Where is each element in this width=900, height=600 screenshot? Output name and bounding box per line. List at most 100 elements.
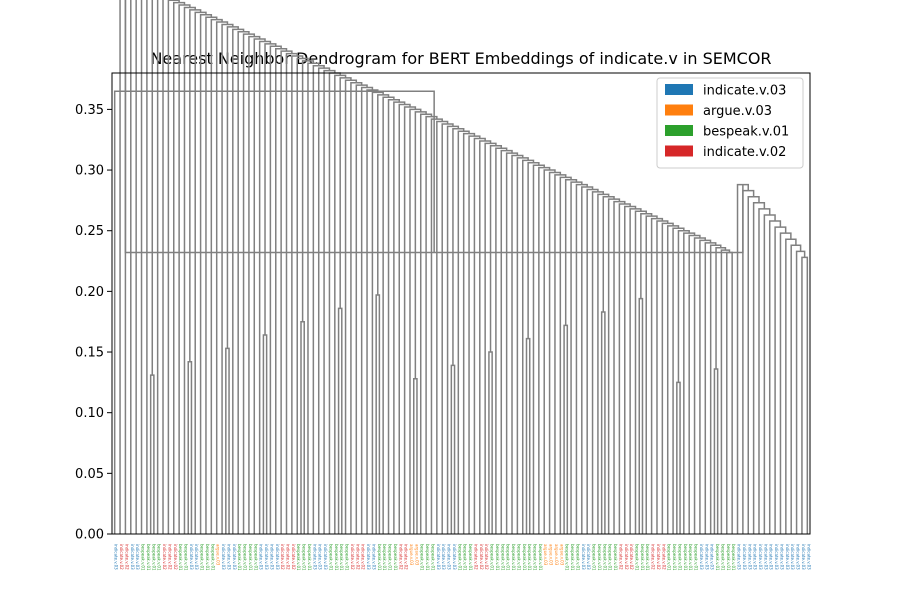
dendrogram-link: [801, 256, 809, 534]
y-axis: 0.00 0.05 0.10 0.15 0.20 0.25 0.30 0.35: [75, 103, 112, 543]
leaf-label: argue.v.03: [543, 544, 548, 566]
dendrogram-link: [488, 351, 493, 534]
leaf-label: bespeak.v.01: [345, 544, 350, 571]
y-tick-label: 0.30: [75, 164, 104, 179]
y-tick-label: 0.05: [75, 467, 104, 482]
leaf-label: bespeak.v.01: [575, 544, 580, 571]
leaf-label: bespeak.v.01: [613, 544, 618, 571]
leaf-labels: indicate.v.03 indicate.v.02 indicate.v.02 i…: [114, 544, 812, 571]
leaf-label: indicate.v.03: [790, 544, 795, 570]
leaf-label: indicate.v.03: [742, 544, 747, 570]
y-tick-label: 0.35: [75, 103, 104, 118]
leaf-label: bespeak.v.01: [339, 544, 344, 571]
dendrogram-link: [146, 0, 148, 534]
dendrogram-link: [130, 0, 132, 534]
leaf-label: indicate.v.02: [119, 544, 124, 570]
leaf-label: indicate.v.03: [275, 544, 280, 570]
leaf-label: indicate.v.03: [366, 544, 371, 570]
leaf-label: bespeak.v.01: [677, 544, 682, 571]
leaf-label: bespeak.v.01: [511, 544, 516, 571]
dendrogram-link: [450, 364, 456, 534]
leaf-label: indicate.v.03: [232, 544, 237, 570]
dendrogram-link: [262, 334, 268, 534]
legend-label: indicate.v.03: [703, 84, 786, 99]
leaf-label: argue.v.03: [216, 544, 221, 566]
y-tick-label: 0.20: [75, 285, 104, 300]
leaf-label: bespeak.v.01: [602, 544, 607, 571]
leaf-label: bespeak.v.01: [178, 544, 183, 571]
leaf-label: bespeak.v.01: [532, 544, 537, 571]
dendrogram-link: [149, 374, 155, 534]
legend-swatch: [665, 104, 693, 116]
leaf-label: indicate.v.03: [221, 544, 226, 570]
legend-label: bespeak.v.01: [703, 125, 789, 140]
leaf-label: indicate.v.02: [124, 544, 129, 570]
leaf-label: bespeak.v.01: [457, 544, 462, 571]
leaf-label: bespeak.v.01: [516, 544, 521, 571]
leaf-label: indicate.v.03: [586, 544, 591, 570]
leaf-label: indicate.v.02: [173, 544, 178, 570]
leaf-label: bespeak.v.01: [296, 544, 301, 571]
leaf-label: bespeak.v.01: [468, 544, 473, 571]
dendrogram-link: [525, 337, 531, 534]
dendrogram-link: [726, 251, 733, 534]
leaf-label: argue.v.03: [559, 544, 564, 566]
dendrogram-link: [113, 90, 435, 534]
leaf-label: bespeak.v.01: [243, 544, 248, 571]
dendrogram-link: [413, 377, 418, 534]
dendrogram-link: [135, 0, 137, 534]
leaf-label: indicate.v.02: [656, 544, 661, 570]
leaf-label: indicate.v.02: [624, 544, 629, 570]
leaf-label: bespeak.v.01: [146, 544, 151, 571]
leaf-label: indicate.v.03: [441, 544, 446, 570]
leaf-label: bespeak.v.01: [726, 544, 731, 571]
leaf-label: bespeak.v.01: [715, 544, 720, 571]
leaf-label: indicate.v.03: [699, 544, 704, 570]
leaf-label: argue.v.03: [554, 544, 559, 566]
leaf-label: bespeak.v.01: [640, 544, 645, 571]
dendrogram-link: [337, 307, 343, 534]
dendrogram-link: [225, 347, 230, 534]
leaf-label: bespeak.v.01: [377, 544, 382, 571]
dendrogram-link: [140, 0, 143, 534]
leaf-label: argue.v.03: [414, 544, 419, 566]
leaf-label: indicate.v.03: [737, 544, 742, 570]
leaf-label: indicate.v.02: [350, 544, 355, 570]
leaf-label: bespeak.v.01: [522, 544, 527, 571]
dendrogram-link: [124, 0, 127, 534]
legend-swatch: [665, 84, 693, 95]
leaf-label: indicate.v.02: [361, 544, 366, 570]
leaf-label: indicate.v.02: [479, 544, 484, 570]
leaf-label: indicate.v.03: [371, 544, 376, 570]
dendrogram-link: [156, 0, 159, 534]
leaf-label: indicate.v.03: [318, 544, 323, 570]
leaf-label: bespeak.v.01: [420, 544, 425, 571]
leaf-label: bespeak.v.01: [500, 544, 505, 571]
leaf-label: argue.v.03: [409, 544, 414, 566]
leaf-label: bespeak.v.01: [302, 544, 307, 571]
leaf-label: bespeak.v.01: [645, 544, 650, 571]
leaf-label: indicate.v.03: [747, 544, 752, 570]
leaf-label: argue.v.03: [549, 544, 554, 566]
leaf-label: indicate.v.03: [763, 544, 768, 570]
leaf-label: bespeak.v.01: [237, 544, 242, 571]
leaf-label: bespeak.v.01: [183, 544, 188, 571]
leaf-label: bespeak.v.01: [597, 544, 602, 571]
leaf-label: indicate.v.02: [629, 544, 634, 570]
leaf-label: indicate.v.03: [785, 544, 790, 570]
dendrogram-link: [187, 360, 193, 534]
leaf-label: bespeak.v.01: [667, 544, 672, 571]
leaf-label: indicate.v.02: [398, 544, 403, 570]
leaf-label: indicate.v.02: [280, 544, 285, 570]
y-tick-label: 0.15: [75, 346, 104, 361]
chart-title: Nearest Neighbor Dendrogram for BERT Emb…: [150, 49, 771, 68]
y-tick-label: 0.10: [75, 406, 104, 421]
dendrogram-link: [713, 368, 719, 534]
dendrogram-link: [151, 0, 154, 376]
leaf-label: indicate.v.02: [286, 544, 291, 570]
leaf-label: indicate.v.03: [753, 544, 758, 570]
leaf-label: indicate.v.03: [323, 544, 328, 570]
y-tick-label: 0.25: [75, 224, 104, 239]
plot-frame: [111, 72, 811, 535]
leaf-label: bespeak.v.01: [635, 544, 640, 571]
